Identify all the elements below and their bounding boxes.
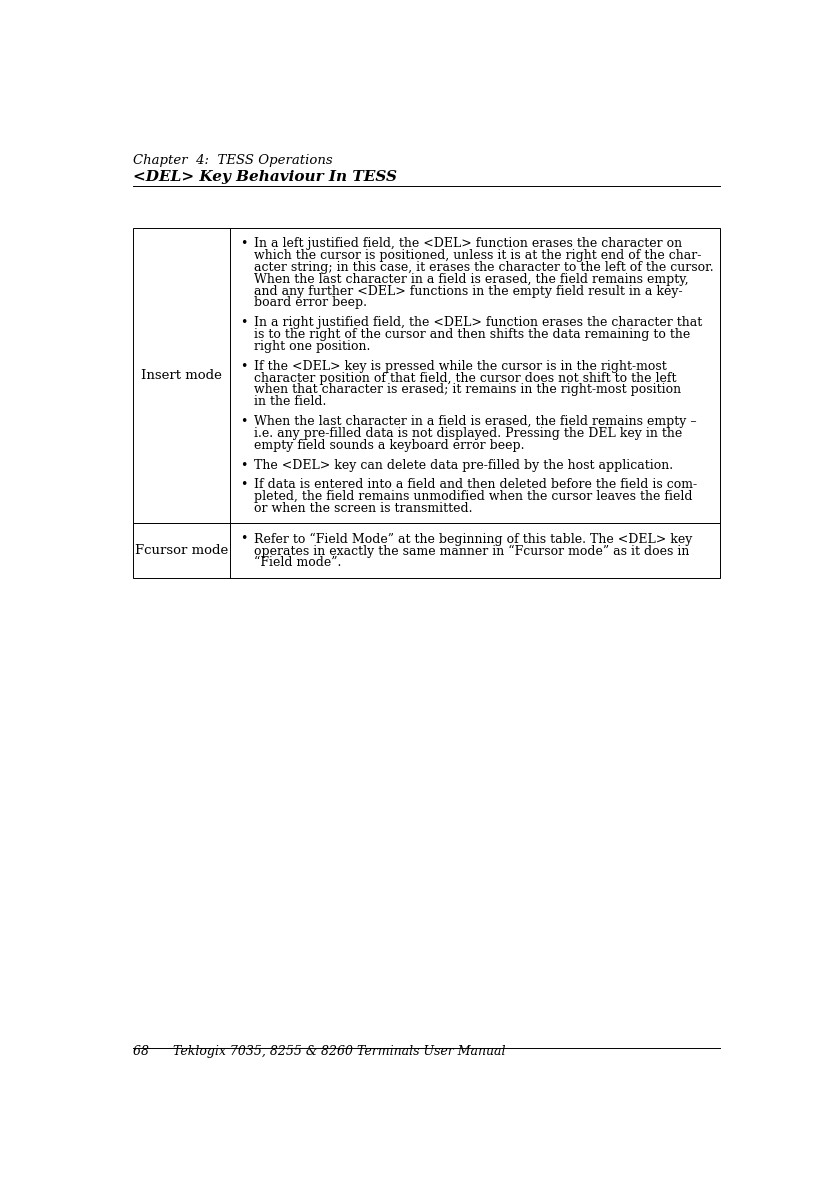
Bar [132, 523, 721, 577]
Text: i.e. any pre-filled data is not displayed. Pressing the DEL key in the: i.e. any pre-filled data is not displaye… [255, 427, 682, 440]
Text: operates in exactly the same manner in “Fcursor mode” as it does in: operates in exactly the same manner in “… [255, 545, 690, 558]
Text: when that character is erased; it remains in the right-most position: when that character is erased; it remain… [255, 383, 681, 396]
Text: or when the screen is transmitted.: or when the screen is transmitted. [255, 502, 473, 515]
Text: is to the right of the cursor and then shifts the data remaining to the: is to the right of the cursor and then s… [255, 328, 691, 341]
Text: which the cursor is positioned, unless it is at the right end of the char-: which the cursor is positioned, unless i… [255, 249, 701, 262]
Text: In a right justified field, the <DEL> function erases the character that: In a right justified field, the <DEL> fu… [255, 316, 702, 329]
Text: “Field mode”.: “Field mode”. [255, 557, 342, 570]
Text: in the field.: in the field. [255, 395, 327, 408]
Text: 68      Teklogix 7035, 8255 & 8260 Terminals User Manual: 68 Teklogix 7035, 8255 & 8260 Terminals … [132, 1045, 505, 1058]
Text: In a left justified field, the <DEL> function erases the character on: In a left justified field, the <DEL> fun… [255, 237, 682, 250]
Text: •: • [240, 479, 248, 491]
Bar [132, 227, 721, 523]
Text: <DEL> Key Behaviour In TESS: <DEL> Key Behaviour In TESS [132, 170, 397, 184]
Text: •: • [240, 458, 248, 472]
Text: •: • [240, 533, 248, 546]
Text: •: • [240, 316, 248, 329]
Text: board error beep.: board error beep. [255, 297, 368, 310]
Text: If data is entered into a field and then deleted before the field is com-: If data is entered into a field and then… [255, 479, 697, 491]
Text: pleted, the field remains unmodified when the cursor leaves the field: pleted, the field remains unmodified whe… [255, 490, 693, 503]
Text: The <DEL> key can delete data pre-filled by the host application.: The <DEL> key can delete data pre-filled… [255, 458, 673, 472]
Text: •: • [240, 359, 248, 372]
Text: acter string; in this case, it erases the character to the left of the cursor.: acter string; in this case, it erases th… [255, 261, 714, 274]
Text: When the last character in a field is erased, the field remains empty –: When the last character in a field is er… [255, 415, 697, 429]
Text: empty field sounds a keyboard error beep.: empty field sounds a keyboard error beep… [255, 439, 525, 452]
Text: Refer to “Field Mode” at the beginning of this table. The <DEL> key: Refer to “Field Mode” at the beginning o… [255, 533, 693, 546]
Text: When the last character in a field is erased, the field remains empty,: When the last character in a field is er… [255, 273, 689, 286]
Text: •: • [240, 237, 248, 250]
Text: Fcursor mode: Fcursor mode [135, 543, 228, 557]
Text: Insert mode: Insert mode [141, 369, 222, 382]
Text: Chapter  4:  TESS Operations: Chapter 4: TESS Operations [132, 153, 332, 166]
Text: If the <DEL> key is pressed while the cursor is in the right-most: If the <DEL> key is pressed while the cu… [255, 359, 667, 372]
Text: •: • [240, 415, 248, 429]
Text: right one position.: right one position. [255, 340, 371, 353]
Text: and any further <DEL> functions in the empty field result in a key-: and any further <DEL> functions in the e… [255, 285, 683, 298]
Text: character position of that field, the cursor does not shift to the left: character position of that field, the cu… [255, 371, 677, 384]
